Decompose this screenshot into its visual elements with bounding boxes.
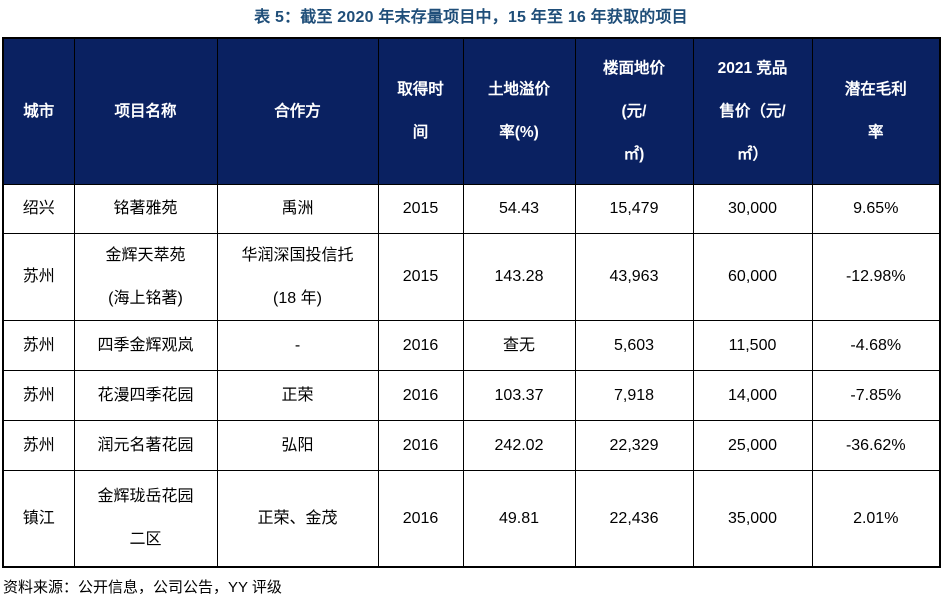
source-note: 资料来源：公开信息，公司公告，YY 评级 [3,579,282,596]
cell-floor-price: 22,436 [574,469,694,568]
cell-project-name: 四季金辉观岚 [73,319,218,371]
cell-project-name: 花漫四季花园 [73,369,218,421]
cell-land-premium: 查无 [462,319,576,371]
cell-comp-price-2021: 25,000 [692,419,813,471]
cell-comp-price-2021: 35,000 [692,469,813,568]
cell-land-premium: 242.02 [462,419,576,471]
cell-potential-margin: 9.65% [811,183,941,234]
table-row: 绍兴 铭著雅苑 禹洲 2015 54.43 15,479 30,000 9.65% [2,183,941,234]
cell-partner: 弘阳 [216,419,379,471]
cell-potential-margin: -7.85% [811,369,941,421]
table-row: 苏州 四季金辉观岚 -2016 查无 5,603 11,500 -4.68% [2,319,941,371]
table-row: 苏州 润元名著花园 弘阳 2016 242.02 22,329 25,000 -36.62% [2,419,941,471]
cell-acquire-year: 2016 [377,419,464,471]
cell-floor-price: 15,479 [574,183,694,234]
table-row: 镇江 金辉珑岳花园 二区 正荣、金茂 2016 49.81 22,436 35,000 2.0… [2,469,941,568]
cell-floor-price: 43,963 [574,232,694,321]
cell-city: 苏州 [2,319,75,371]
cell-partner: 正荣 [216,369,379,421]
column-header-project-name: 项目名称 [73,37,218,185]
projects-table: 城市 项目名称 合作方 取得时 间土地溢价 率(%) 楼面地价 (元/ ㎡) 2021 竞… [2,37,941,568]
cell-city: 苏州 [2,232,75,321]
column-header-acquire-year: 取得时 间 [377,37,464,185]
cell-city: 绍兴 [2,183,75,234]
cell-comp-price-2021: 11,500 [692,319,813,371]
table-body: 绍兴 铭著雅苑 禹洲 2015 54.43 15,479 30,000 9.65% 苏州 金辉天萃… [2,183,941,568]
cell-land-premium: 49.81 [462,469,576,568]
cell-comp-price-2021: 14,000 [692,369,813,421]
column-header-comp-price-2021: 2021 竞品 售价（元/ ㎡） [692,37,813,185]
header-row: 城市 项目名称 合作方 取得时 间土地溢价 率(%) 楼面地价 (元/ ㎡) 2021 竞… [2,37,941,185]
cell-city: 镇江 [2,469,75,568]
cell-acquire-year: 2016 [377,469,464,568]
cell-partner: 禹洲 [216,183,379,234]
cell-comp-price-2021: 30,000 [692,183,813,234]
cell-acquire-year: 2015 [377,232,464,321]
cell-partner: 正荣、金茂 [216,469,379,568]
cell-partner: 华润深国投信托 (18 年) [216,232,379,321]
cell-land-premium: 54.43 [462,183,576,234]
cell-partner: - [216,319,379,371]
cell-city: 苏州 [2,419,75,471]
cell-project-name: 润元名著花园 [73,419,218,471]
cell-project-name: 金辉天萃苑 (海上铭著) [73,232,218,321]
column-header-floor-price: 楼面地价 (元/ ㎡) [574,37,694,185]
cell-potential-margin: -4.68% [811,319,941,371]
cell-potential-margin: -36.62% [811,419,941,471]
cell-land-premium: 143.28 [462,232,576,321]
table-row: 苏州 金辉天萃苑 (海上铭著) 华润深国投信托 (18 年) 2015 143.28 43… [2,232,941,321]
cell-floor-price: 7,918 [574,369,694,421]
cell-potential-margin: -12.98% [811,232,941,321]
cell-acquire-year: 2016 [377,319,464,371]
cell-acquire-year: 2015 [377,183,464,234]
cell-comp-price-2021: 60,000 [692,232,813,321]
column-header-land-premium: 土地溢价 率(%) [462,37,576,185]
cell-floor-price: 22,329 [574,419,694,471]
column-header-potential-margin: 潜在毛利 率 [811,37,941,185]
cell-acquire-year: 2016 [377,369,464,421]
cell-project-name: 金辉珑岳花园 二区 [73,469,218,568]
cell-project-name: 铭著雅苑 [73,183,218,234]
cell-land-premium: 103.37 [462,369,576,421]
column-header-city: 城市 [2,37,75,185]
column-header-partner: 合作方 [216,37,379,185]
table-title: 表 5：截至 2020 年末存量项目中，15 年至 16 年获取的项目 [254,9,688,26]
cell-floor-price: 5,603 [574,319,694,371]
cell-potential-margin: 2.01% [811,469,941,568]
table-row: 苏州 花漫四季花园 正荣 2016 103.37 7,918 14,000 -7.85% [2,369,941,421]
cell-city: 苏州 [2,369,75,421]
